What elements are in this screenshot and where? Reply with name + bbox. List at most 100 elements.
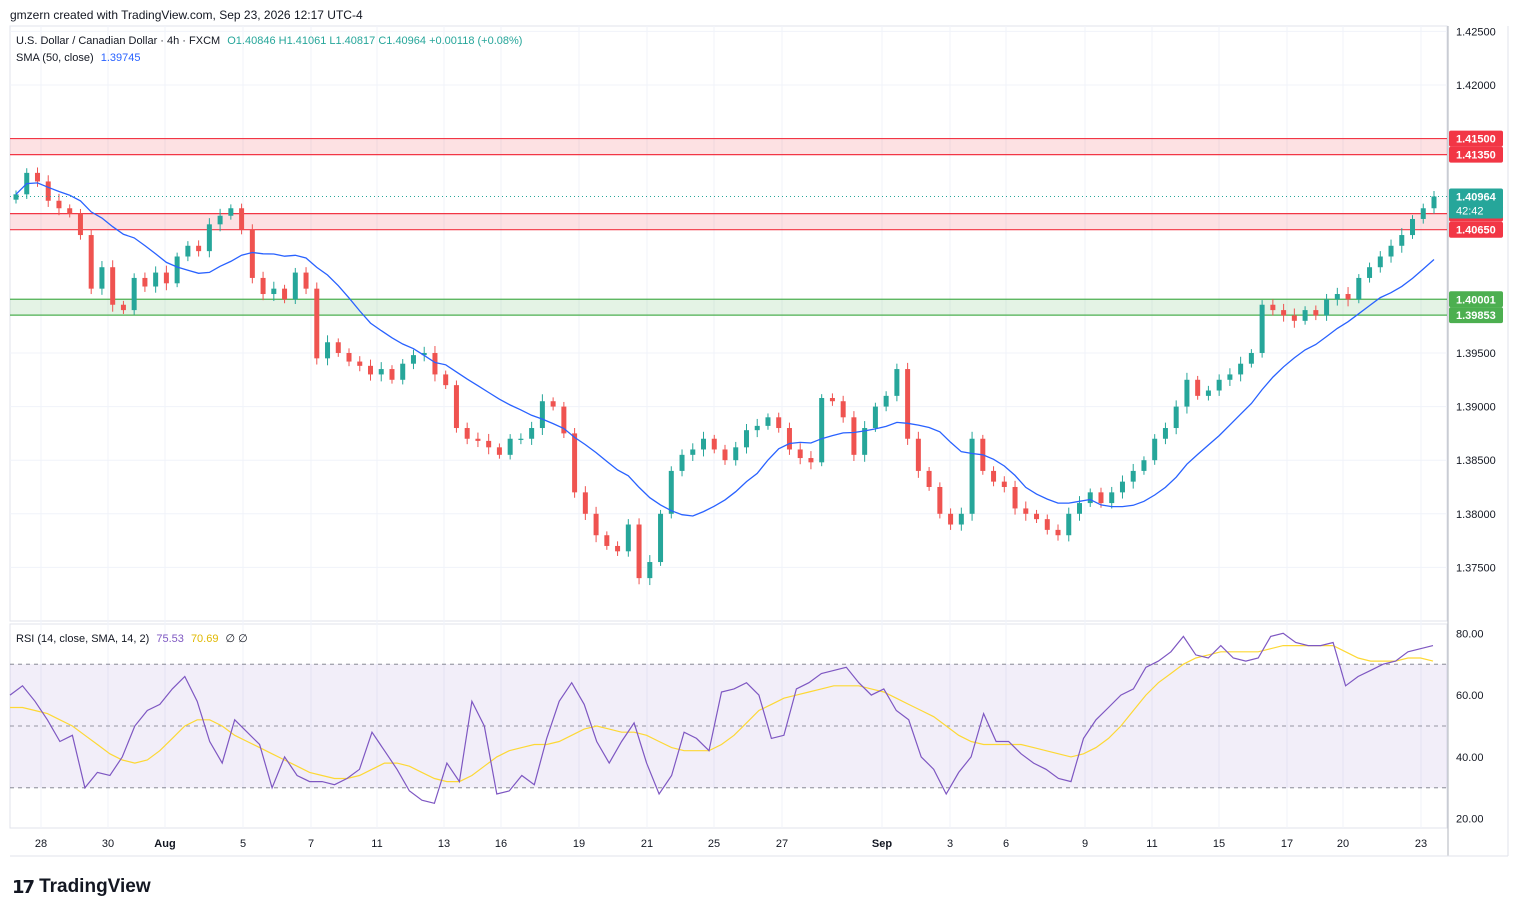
- candle-body: [1281, 310, 1287, 316]
- candle-body: [1410, 218, 1416, 236]
- candle-body: [593, 513, 599, 536]
- candle-body: [658, 513, 664, 563]
- sma-line: [15, 182, 1435, 517]
- resistance-lower-badge: 1.41350: [1456, 150, 1496, 162]
- candle-body: [754, 425, 760, 431]
- candle-body: [45, 181, 51, 201]
- rsi-tick-label: 20.00: [1456, 814, 1484, 826]
- candle-body: [668, 470, 674, 514]
- tradingview-logo[interactable]: 17 TradingView: [12, 876, 151, 898]
- x-tick-label: 16: [495, 838, 507, 850]
- candle-body: [1291, 315, 1297, 321]
- x-tick-label: 5: [240, 838, 246, 850]
- candle-body: [368, 365, 373, 375]
- candle-body: [1216, 379, 1222, 391]
- support-zone: [10, 299, 1447, 316]
- candle-body: [1334, 294, 1340, 300]
- candle-body: [271, 288, 277, 295]
- sma-label: SMA (50, close): [16, 52, 94, 64]
- candle-body: [1259, 304, 1265, 353]
- candle-body: [518, 438, 524, 440]
- x-tick-label: 27: [776, 838, 788, 850]
- candle-body: [1077, 503, 1082, 514]
- candle-body: [1184, 379, 1190, 407]
- candle-body: [228, 208, 234, 216]
- candle-body: [99, 267, 105, 289]
- candle-body: [1388, 245, 1394, 257]
- candle-body: [410, 355, 416, 364]
- candle-body: [969, 438, 975, 514]
- candle-body: [464, 428, 470, 439]
- rsi-tick-label: 40.00: [1456, 752, 1484, 764]
- candle-body: [1248, 352, 1254, 364]
- y-tick-label: 1.37500: [1456, 562, 1496, 574]
- symbol-name: U.S. Dollar / Canadian Dollar · 4h · FXC…: [16, 35, 221, 47]
- y-tick-label: 1.39500: [1456, 348, 1496, 360]
- y-tick-label: 1.42000: [1456, 80, 1496, 92]
- candle-body: [13, 194, 19, 200]
- sma-value: 1.39745: [100, 52, 141, 64]
- x-tick-label: 15: [1213, 838, 1225, 850]
- candle-body: [1044, 519, 1050, 530]
- candle-body: [77, 213, 83, 236]
- rsi-tick-label: 60.00: [1456, 690, 1484, 702]
- candle-body: [765, 417, 771, 426]
- candle-body: [1023, 508, 1029, 514]
- candle-body: [486, 440, 492, 448]
- candle-body: [443, 374, 449, 386]
- candle-body: [722, 449, 728, 461]
- candle-body: [1173, 406, 1179, 429]
- rsi-extra: ∅ ∅: [225, 633, 248, 645]
- candle-body: [1238, 363, 1244, 375]
- x-tick-label: 30: [102, 838, 114, 850]
- rsi-tick-label: 80.00: [1456, 628, 1484, 640]
- candle-body: [572, 433, 578, 493]
- candle-body: [56, 200, 62, 209]
- candle-body: [1012, 486, 1018, 509]
- candle-body: [529, 428, 535, 439]
- price-pane: [9, 25, 1448, 622]
- candle-body: [1420, 208, 1426, 219]
- candle-body: [883, 395, 889, 407]
- candle-body: [948, 513, 954, 525]
- candles: [13, 167, 1437, 586]
- y-tick-label: 1.38500: [1456, 455, 1496, 467]
- rsi-label: RSI (14, close, SMA, 14, 2): [16, 633, 150, 645]
- candle-body: [239, 208, 245, 230]
- candle-body: [679, 454, 685, 471]
- x-tick-label: 28: [35, 838, 47, 850]
- x-tick-label: 11: [1146, 838, 1157, 850]
- candle-body: [690, 449, 696, 455]
- x-tick-label: 7: [308, 838, 314, 850]
- candle-body: [389, 369, 395, 380]
- candle-body: [561, 406, 567, 434]
- candle-body: [1356, 277, 1362, 300]
- x-tick-label: 11: [371, 838, 382, 850]
- candle-body: [872, 406, 878, 429]
- candle-body: [260, 277, 266, 295]
- candle-body: [196, 245, 202, 252]
- candle-body: [776, 417, 782, 429]
- candle-body: [131, 277, 137, 311]
- candle-body: [335, 342, 341, 353]
- candle-body: [88, 235, 94, 289]
- candle-body: [647, 562, 653, 579]
- candle-body: [615, 545, 621, 552]
- candle-body: [1270, 304, 1276, 311]
- x-tick-label: 19: [573, 838, 585, 850]
- x-tick-label: 21: [641, 838, 653, 850]
- candle-body: [1055, 529, 1061, 536]
- candle-body: [453, 385, 459, 429]
- y-tick-label: 1.39000: [1456, 402, 1496, 414]
- x-tick-label: 25: [708, 838, 720, 850]
- rsi-legend: RSI (14, close, SMA, 14, 2) 75.53 70.69 …: [16, 632, 248, 645]
- candle-body: [808, 458, 814, 463]
- ohlc-values: O1.40846 H1.41061 L1.40817 C1.40964 +0.0…: [227, 35, 523, 47]
- candle-body: [400, 363, 406, 380]
- x-tick-label: 13: [438, 838, 450, 850]
- candle-body: [1152, 438, 1158, 461]
- sma-legend: SMA (50, close) 1.39745: [16, 52, 140, 64]
- candle-body: [217, 215, 223, 225]
- chart-attribution: gmzern created with TradingView.com, Sep…: [10, 8, 363, 22]
